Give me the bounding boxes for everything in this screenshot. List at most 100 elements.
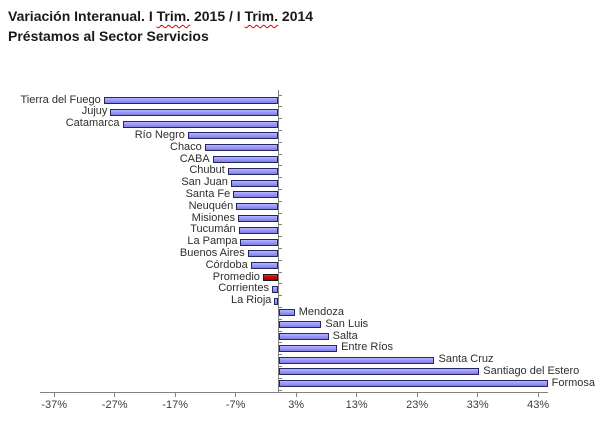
x-tick-label: -17% [162,399,188,411]
chart-bar-average [262,274,278,281]
category-label: San Luis [325,317,369,330]
category-label: Corrientes [218,282,269,295]
category-axis-tick [278,248,282,249]
chart-bar [204,144,278,152]
chart-bar [247,250,278,258]
chart-bar [240,238,278,246]
title-segment: 2014 [278,8,314,24]
category-label: Jujuy [81,105,108,118]
category-label: Neuquén [188,199,234,212]
x-tick-label: -37% [41,399,67,411]
category-axis-tick [278,177,282,179]
chart-subtitle: Préstamos al Sector Servicios [8,28,209,44]
x-tick-label: 43% [527,399,550,411]
category-axis-tick [278,236,282,238]
chart-bar [233,191,278,199]
chart-bar [110,108,278,116]
chart-bar [250,262,278,270]
x-tick [537,393,539,397]
category-axis-tick [278,366,282,367]
category-axis-tick [278,342,282,344]
category-label: Tucumán [190,223,236,236]
chart-bar [271,285,278,293]
chart-bar [238,215,278,222]
category-label: La Rioja [231,294,272,307]
title-segment: Variación Interanual. I [8,8,157,24]
category-axis-tick [278,118,282,120]
chart-bar [227,167,278,175]
category-label: Catamarca [65,117,120,130]
category-axis-tick [278,259,282,261]
x-tick [356,393,358,397]
category-label: Córdoba [205,258,248,271]
category-axis [277,90,279,392]
category-label: La Pampa [187,235,238,248]
x-tick [235,393,237,397]
title-segment: 2015 / I [190,8,245,24]
category-axis-tick [278,295,282,297]
category-label: Formosa [551,376,596,389]
chart-bar [212,156,278,163]
chart-bar [279,380,548,388]
title-segment-spellchecked: Trim. [244,8,279,24]
category-label: Entre Ríos [341,341,394,354]
chart-title: Variación Interanual. I Trim. 2015 / I T… [8,6,313,26]
x-tick-label: -27% [101,399,128,411]
chart-bar [274,297,278,305]
category-axis-tick [278,130,282,131]
x-tick-label: 33% [466,399,489,411]
category-axis-tick [278,354,282,356]
chart-bar [238,226,278,234]
chart-bar [187,132,278,140]
chart-bar [279,321,322,329]
category-axis-tick [278,389,282,391]
x-tick-label: 3% [288,399,305,411]
category-axis-tick [278,94,282,96]
category-label: Salta [332,329,358,342]
x-tick [477,393,479,397]
x-tick [416,393,418,397]
category-label: Santa Cruz [438,353,494,366]
x-tick [295,393,297,397]
category-axis-tick [278,106,282,108]
category-axis-tick [278,318,282,320]
chart-bar [122,120,278,128]
category-axis-tick [278,189,282,190]
title-block: Variación Interanual. I Trim. 2015 / I T… [8,6,313,46]
title-segment-spellchecked: Trim. [156,8,191,24]
chart-bar [279,333,329,340]
x-tick [53,393,55,397]
category-label: Santa Fe [185,188,231,200]
category-axis-tick [278,330,282,332]
value-axis [40,392,548,393]
chart-bar [279,309,295,317]
category-label: Río Negro [134,129,185,141]
category-label: Misiones [191,211,236,224]
chart-bar [279,368,480,376]
category-axis-tick [278,271,282,273]
category-label: San Juan [181,176,228,189]
category-axis-tick [278,212,282,214]
category-axis-tick [278,141,282,143]
category-label: Chaco [170,140,202,153]
category-axis-tick [278,153,282,155]
category-label: CABA [179,152,210,165]
x-tick [114,393,116,397]
chart-bar [279,356,435,364]
chart-bar [236,203,278,211]
x-tick [174,393,176,397]
chart-bar [103,97,278,104]
chart-bar [230,179,278,187]
category-axis-tick [278,200,282,202]
category-axis-tick [278,224,282,226]
category-label: Buenos Aires [179,247,245,259]
category-axis-tick [278,377,282,379]
category-label: Chubut [189,164,225,177]
x-tick-label: 23% [406,399,429,411]
category-axis-tick [278,307,282,308]
category-axis-tick [278,165,282,167]
chart-bar [279,344,338,352]
category-label: Promedio [212,270,260,283]
